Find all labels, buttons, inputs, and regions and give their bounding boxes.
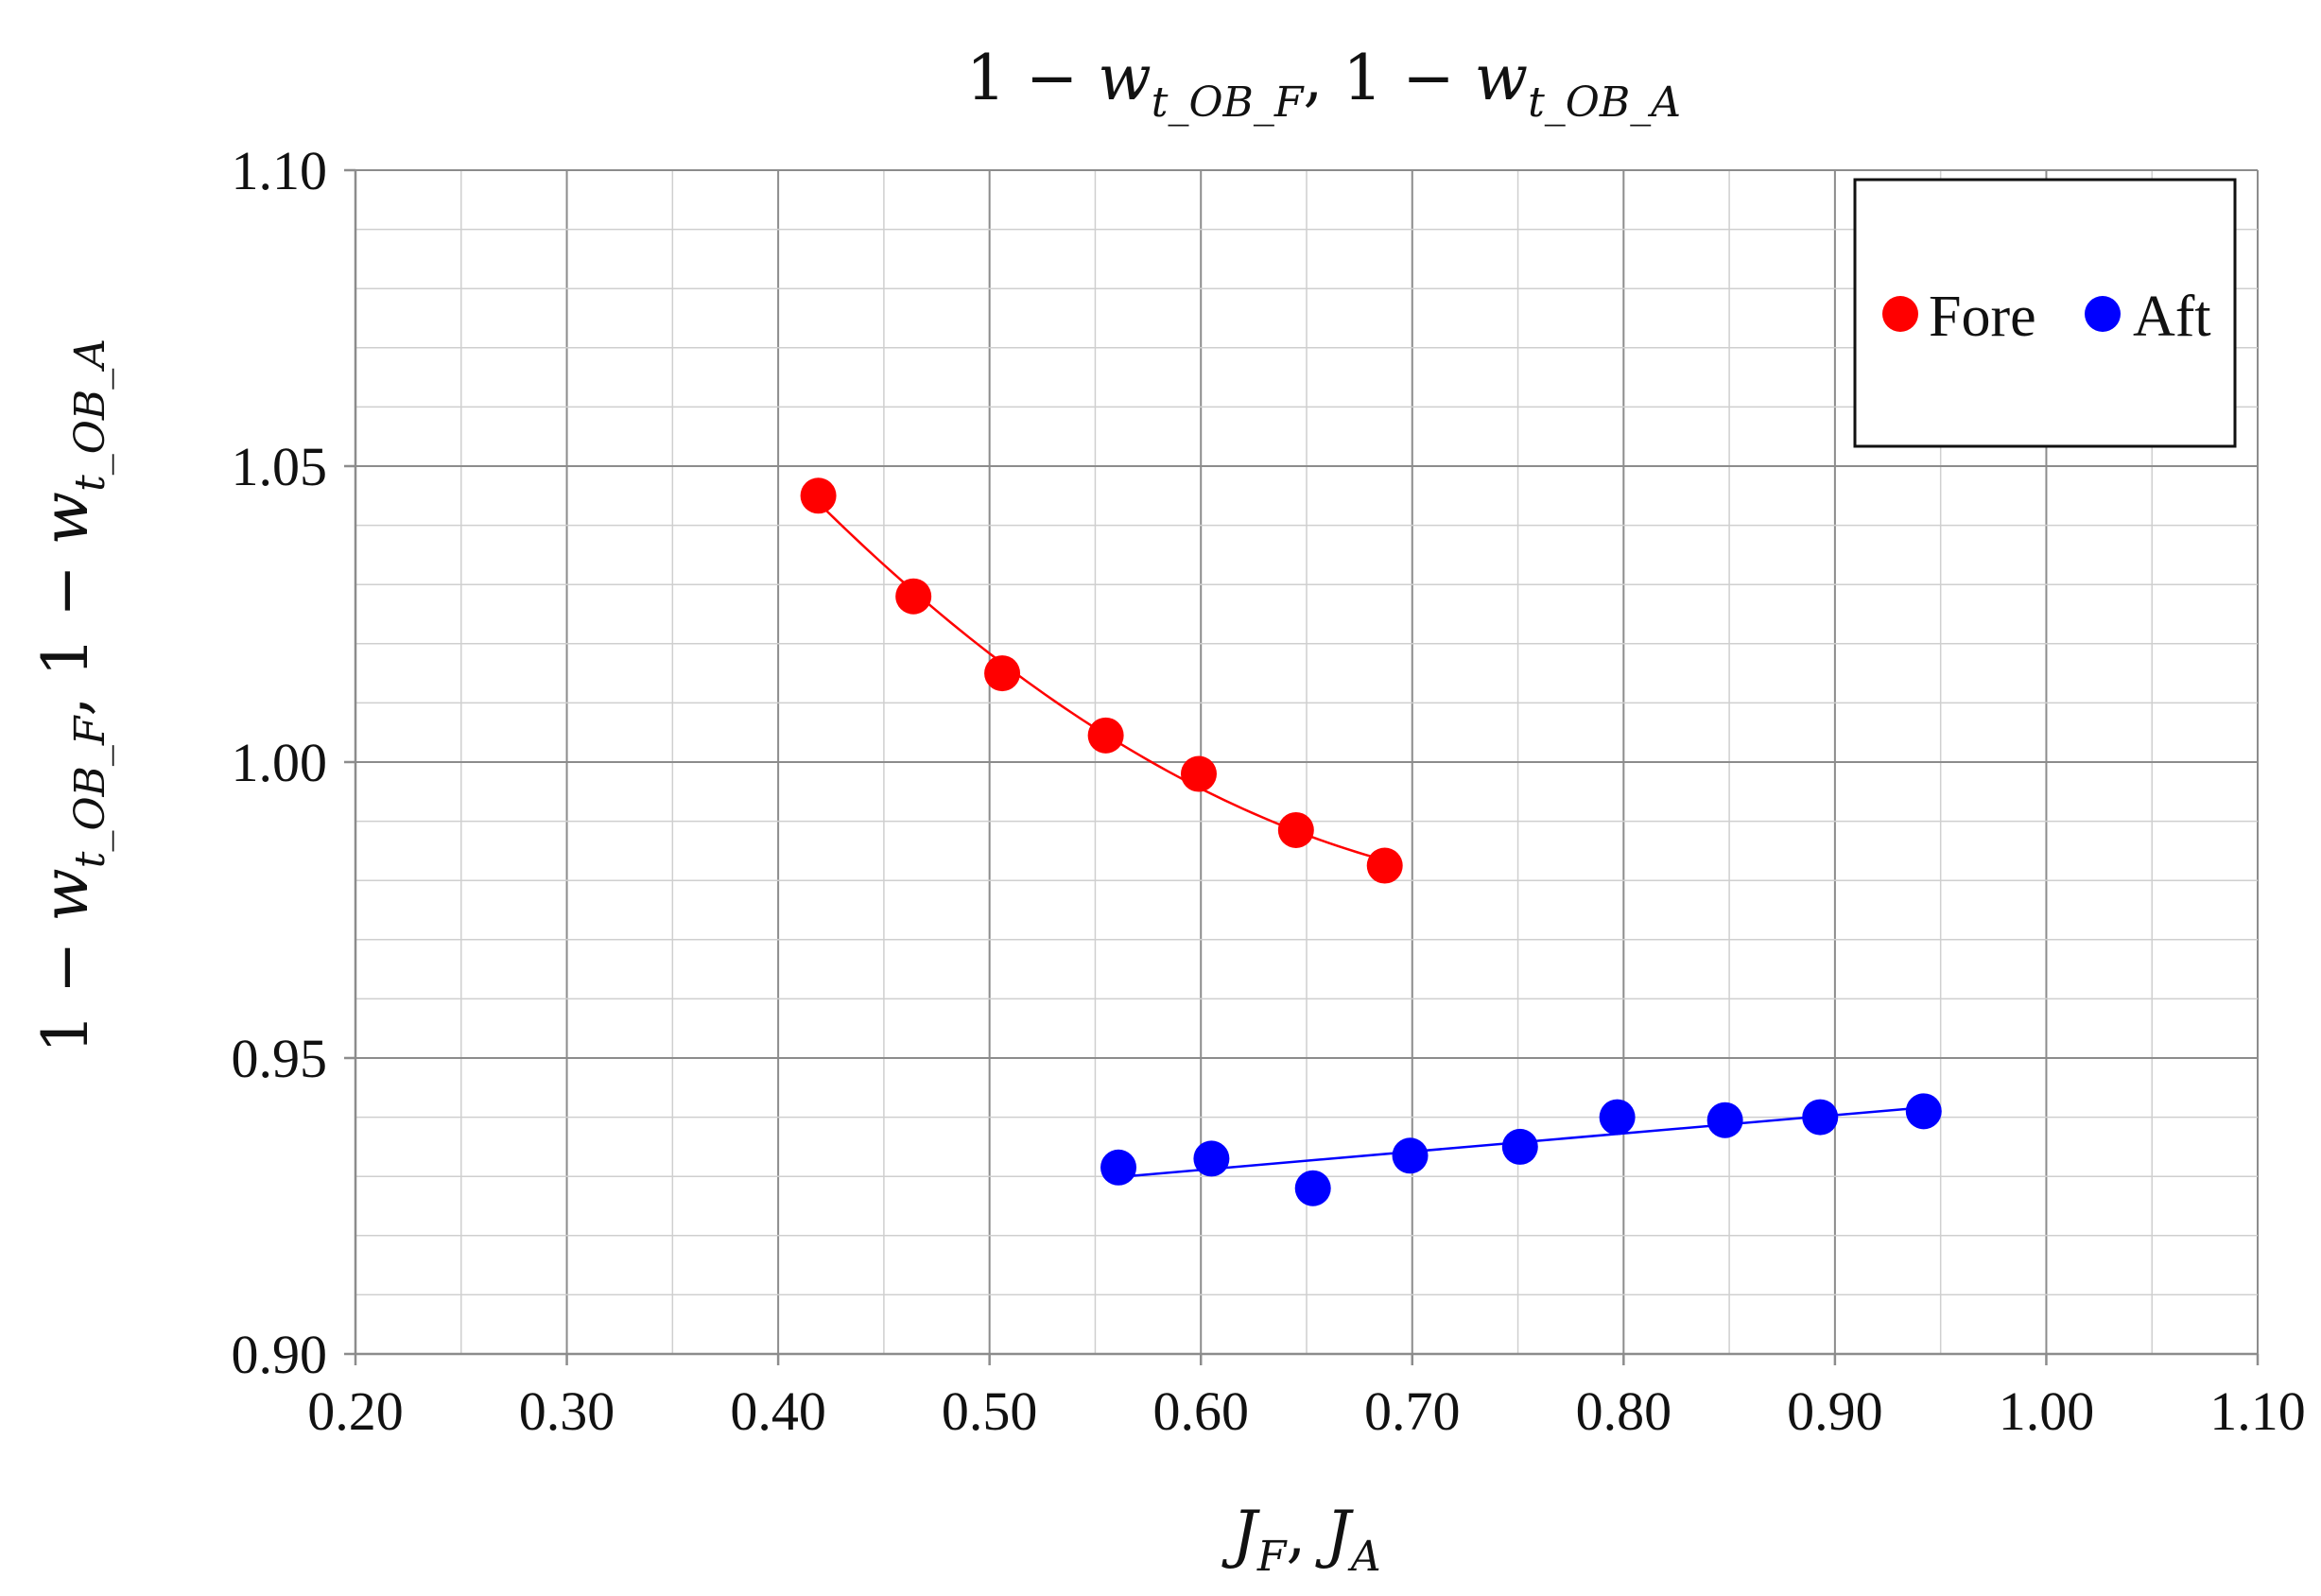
data-point-aft <box>1599 1099 1636 1136</box>
data-points <box>800 477 1942 1206</box>
x-tick-labels: 0.20 0.30 0.40 0.50 0.60 0.70 0.80 0.90 1.00 1.10 <box>307 1380 2306 1442</box>
data-point-fore <box>1277 811 1314 848</box>
x-tick-label: 0.90 <box>1787 1380 1883 1442</box>
data-point-fore <box>1180 755 1217 792</box>
x-tick-label: 1.10 <box>2209 1380 2306 1442</box>
data-point-fore <box>984 655 1021 692</box>
x-tick-label: 0.80 <box>1576 1380 1672 1442</box>
y-tick-label: 0.90 <box>232 1324 328 1385</box>
legend-box <box>1853 178 2237 448</box>
x-tick-label: 0.50 <box>942 1380 1038 1442</box>
data-point-aft <box>1294 1170 1331 1206</box>
legend-marker-aft <box>2085 296 2121 332</box>
data-point-fore <box>1366 847 1403 884</box>
data-point-fore <box>895 578 932 615</box>
legend-label-fore: Fore <box>1929 285 2036 349</box>
y-tick-label: 1.05 <box>232 436 328 497</box>
x-tick-label: 0.20 <box>307 1380 404 1442</box>
x-tick-label: 0.60 <box>1152 1380 1249 1442</box>
data-point-aft <box>1706 1102 1743 1138</box>
y-tick-label: 1.10 <box>232 140 328 201</box>
chart-title: 1 − wt_OB_F, 1 − wt_OB_A <box>966 42 1681 127</box>
x-tick-label: 0.70 <box>1364 1380 1461 1442</box>
x-tick-label: 1.00 <box>1999 1380 2095 1442</box>
data-point-aft <box>1501 1128 1538 1165</box>
data-point-fore <box>800 477 837 514</box>
y-tick-labels: 0.90 0.95 1.00 1.05 1.10 <box>232 140 328 1385</box>
y-tick-label: 1.00 <box>232 732 328 793</box>
legend: Fore Aft <box>1853 178 2237 448</box>
data-point-aft <box>1392 1137 1429 1174</box>
x-tick-label: 0.30 <box>519 1380 615 1442</box>
data-point-aft <box>1802 1099 1839 1136</box>
y-tick-label: 0.95 <box>232 1028 328 1089</box>
data-point-aft <box>1100 1149 1137 1186</box>
data-point-aft <box>1905 1093 1942 1130</box>
x-tick-label: 0.40 <box>730 1380 826 1442</box>
legend-label-aft: Aft <box>2133 285 2211 349</box>
data-point-aft <box>1193 1140 1230 1177</box>
axes <box>344 168 2260 1365</box>
legend-marker-fore <box>1882 296 1918 332</box>
y-axis-label: 1 − wt_OB_F, 1 − wt_OB_A <box>29 338 114 1053</box>
data-point-fore <box>1087 717 1124 754</box>
